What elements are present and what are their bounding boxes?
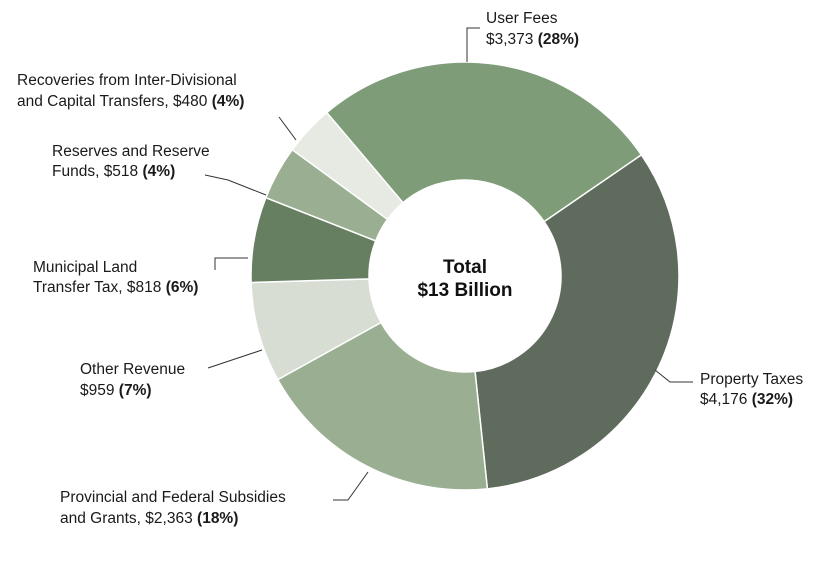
label-land-transfer: Municipal Land <box>33 259 137 276</box>
label-subsidies-line1: Provincial and Federal Subsidies <box>60 489 286 506</box>
label-user-fees-line2: $3,373 <box>486 31 533 48</box>
label-recoveries-line1: Recoveries from Inter-Divisional <box>17 72 237 89</box>
slice-property-taxes <box>474 153 680 490</box>
label-user-fees: User Fees <box>486 10 558 27</box>
label-subsidies-2: and Grants, $2,363 (18%) <box>60 510 238 527</box>
label-other-revenue-2: $959 (7%) <box>80 382 152 399</box>
label-land-transfer-2: Transfer Tax, $818 (6%) <box>33 279 198 296</box>
leader-property-taxes <box>654 369 693 383</box>
label-other-revenue: Other Revenue <box>80 361 185 378</box>
leader-lines <box>204 27 693 501</box>
leader-land-transfer <box>214 257 248 270</box>
slice-provincial-and-federal-subsidies-and-grants <box>276 321 489 491</box>
donut-slices <box>250 61 680 491</box>
label-other-revenue-line2: $959 <box>80 382 114 399</box>
label-recoveries-line2: and Capital Transfers, $480 <box>17 93 208 110</box>
label-recoveries-2: and Capital Transfers, $480 (4%) <box>17 93 244 110</box>
label-user-fees-2: $3,373 (28%) <box>486 31 579 48</box>
center-label-line1: Total <box>443 257 487 278</box>
label-property-taxes-line1: Property Taxes <box>700 371 803 388</box>
label-recoveries: Recoveries from Inter-Divisional <box>17 72 237 89</box>
leader-reserves <box>204 174 267 196</box>
label-other-revenue-pct: (7%) <box>119 382 152 399</box>
label-subsidies-pct: (18%) <box>197 510 238 527</box>
label-subsidies: Provincial and Federal Subsidies <box>60 489 286 506</box>
label-other-revenue-line1: Other Revenue <box>80 361 185 378</box>
label-reserves-pct: (4%) <box>143 163 176 180</box>
label-property-taxes-2: $4,176 (32%) <box>700 391 793 408</box>
center-label: Total $13 Billion <box>417 257 512 301</box>
slice-labels: User Fees $3,373 (28%) Property Taxes $4… <box>17 10 803 527</box>
label-recoveries-pct: (4%) <box>212 93 245 110</box>
center-label-line2: $13 Billion <box>417 280 512 301</box>
label-reserves-line1: Reserves and Reserve <box>52 143 210 160</box>
label-property-taxes-line2: $4,176 <box>700 391 747 408</box>
label-land-transfer-line2: Transfer Tax, $818 <box>33 279 161 296</box>
leader-user-fees <box>466 27 480 62</box>
label-subsidies-line2: and Grants, $2,363 <box>60 510 193 527</box>
leader-subsidies <box>333 471 369 501</box>
label-property-taxes: Property Taxes <box>700 371 803 388</box>
label-land-transfer-pct: (6%) <box>166 279 199 296</box>
slice-user-fees <box>325 61 643 223</box>
label-property-taxes-pct: (32%) <box>752 391 793 408</box>
leader-recoveries <box>278 116 297 141</box>
label-reserves-line2: Funds, $518 <box>52 163 138 180</box>
leader-other-revenue <box>207 349 263 369</box>
label-reserves: Reserves and Reserve <box>52 143 210 160</box>
label-user-fees-line1: User Fees <box>486 10 558 27</box>
label-land-transfer-line1: Municipal Land <box>33 259 137 276</box>
label-reserves-2: Funds, $518 (4%) <box>52 163 175 180</box>
label-user-fees-pct: (28%) <box>538 31 579 48</box>
